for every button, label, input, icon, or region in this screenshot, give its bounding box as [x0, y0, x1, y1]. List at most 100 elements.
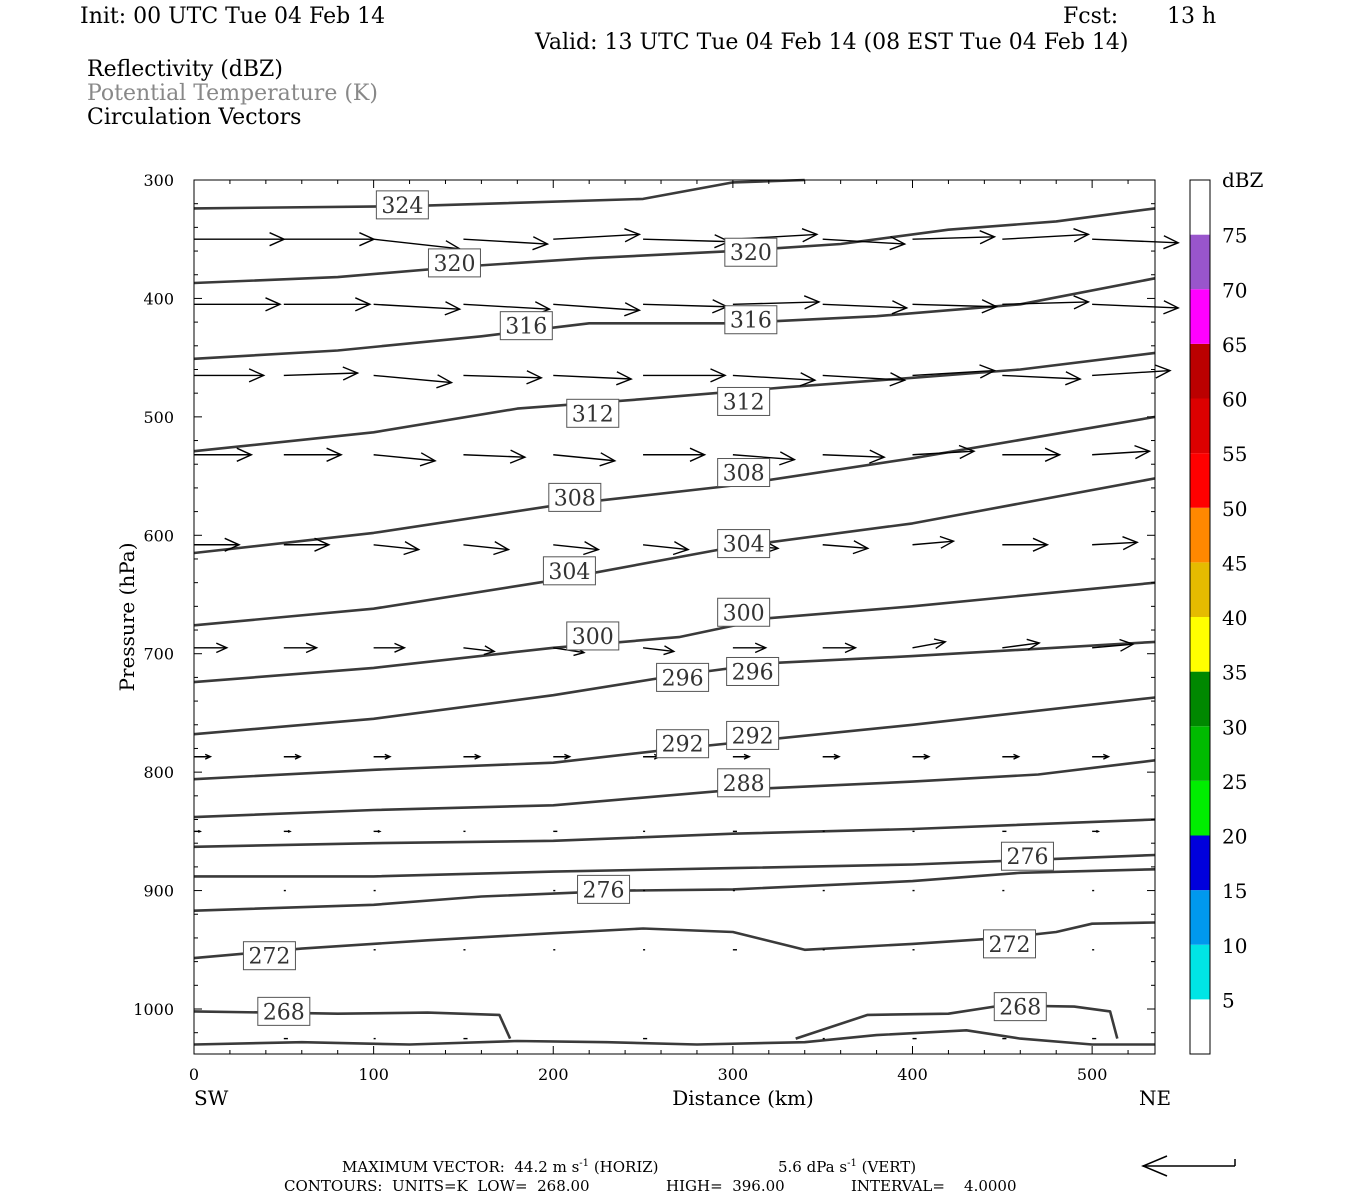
vector-head — [474, 753, 482, 760]
isentrope-324-0 — [193, 178, 805, 210]
vector-head — [583, 540, 601, 556]
max-horiz-exp: -1 — [579, 1158, 590, 1169]
circulation-vector — [912, 230, 997, 245]
max-horiz-value: 44.2 — [514, 1158, 548, 1176]
vector-shaft — [1002, 233, 1089, 240]
vector-shaft — [912, 303, 997, 308]
max-horiz-tag: (HORIZ) — [593, 1158, 659, 1176]
contour-label-box — [717, 529, 771, 559]
vector-shaft — [732, 374, 815, 381]
vector-shaft — [1092, 643, 1134, 649]
vector-head — [564, 753, 572, 760]
contour-label-268: 268 — [999, 996, 1041, 1021]
circulation-vector — [1002, 447, 1062, 462]
vector-shaft — [822, 238, 905, 245]
vector-head — [799, 372, 817, 387]
colorbar-band — [1190, 289, 1210, 344]
contour-label-box — [548, 482, 602, 512]
reference-vector-arrow — [1141, 1155, 1236, 1177]
contour-label-box — [257, 996, 311, 1026]
contour-label-box — [577, 874, 631, 904]
contour-label-308: 308 — [723, 462, 765, 487]
circulation-vector — [912, 753, 931, 760]
contour-label-box — [375, 190, 429, 220]
contour-label-box — [724, 237, 778, 267]
contour-label-296: 296 — [662, 666, 704, 691]
circulation-vector — [1092, 444, 1152, 460]
colorbar-band — [1190, 234, 1210, 290]
contour-label-316: 316 — [730, 309, 772, 334]
vector-shaft — [373, 544, 419, 551]
vector-shaft — [1002, 301, 1089, 306]
vector-head — [355, 297, 372, 312]
isentrope-308-4 — [193, 415, 1156, 555]
circulation-vector — [373, 642, 407, 653]
circulation-vector — [553, 371, 633, 386]
circulation-vector — [822, 753, 841, 760]
colorbar-tick-label: 10 — [1222, 934, 1247, 958]
vector-head — [532, 236, 550, 251]
field-reflectivity-title: Reflectivity (dBZ) — [87, 57, 283, 82]
circulation-vector — [194, 297, 282, 312]
vector-head — [1032, 537, 1050, 552]
circulation-vector — [463, 370, 544, 385]
circulation-vector — [373, 452, 437, 467]
circulation-vector — [553, 228, 642, 243]
vector-shaft — [912, 540, 954, 546]
vector-shaft — [642, 647, 674, 653]
vector-head — [403, 540, 421, 556]
circulation-vector — [373, 301, 462, 316]
circulation-vector — [1002, 228, 1091, 243]
contour-label-box — [983, 929, 1037, 959]
vector-shaft — [463, 238, 548, 245]
forecast-label: Fcst: — [1063, 4, 1119, 29]
vector-head — [1163, 235, 1180, 250]
circulation-vector — [822, 300, 909, 315]
x-tick-label: 0 — [189, 1065, 199, 1084]
colorbar-band — [1190, 726, 1210, 781]
circulation-vector — [822, 449, 886, 464]
contours-interval-line: INTERVAL= 4.0000 — [851, 1177, 1017, 1195]
circulation-vector — [553, 452, 617, 467]
vector-head — [1026, 638, 1041, 651]
axes-layer: 0 100 200 300 400 500 300 400 500 600 700 800 900 100… — [133, 171, 1155, 1084]
vector-head — [889, 235, 907, 251]
contour-label-304: 304 — [548, 560, 590, 585]
contour-label-box — [717, 768, 771, 798]
contour-label-box — [717, 597, 771, 627]
vector-head — [197, 829, 202, 833]
vector-head — [754, 642, 768, 654]
circulation-vector — [1002, 753, 1021, 760]
vector-shaft — [1092, 541, 1138, 546]
vector-shaft — [553, 303, 640, 312]
contours-high-label: HIGH= — [666, 1177, 723, 1195]
circulation-vector — [732, 295, 821, 310]
colorbar-tick-label: 25 — [1222, 770, 1247, 794]
colorbar-band — [1190, 835, 1210, 891]
circulation-vector — [283, 537, 331, 552]
circulation-vector — [194, 829, 202, 833]
contours-units: UNITS=K — [392, 1177, 468, 1195]
vector-head — [1073, 228, 1091, 243]
circulation-vector — [1092, 638, 1135, 652]
vector-head — [342, 366, 360, 381]
contours-low-value: 268.00 — [537, 1177, 590, 1195]
vector-shaft — [373, 238, 460, 250]
contour-label-box — [717, 386, 771, 416]
contour-label-320: 320 — [730, 241, 772, 266]
circulation-vector — [732, 372, 817, 387]
contour-label-276: 276 — [583, 878, 625, 903]
isentrope-280-11 — [194, 853, 1156, 878]
vector-shaft — [642, 544, 689, 551]
max-vertical-line: 5.6 dPa s-1 (VERT) — [778, 1158, 916, 1176]
circulation-vector — [642, 540, 690, 556]
circulation-vector — [912, 364, 997, 379]
colorbar-tick-label: 70 — [1222, 278, 1247, 302]
vector-shaft — [373, 303, 460, 310]
circulation-vector — [643, 447, 707, 462]
contour-label-box — [724, 305, 778, 335]
vector-shaft — [553, 233, 640, 240]
contour-label-312: 312 — [572, 402, 614, 427]
vector-shaft — [912, 236, 995, 240]
contour-label-304: 304 — [723, 533, 765, 558]
